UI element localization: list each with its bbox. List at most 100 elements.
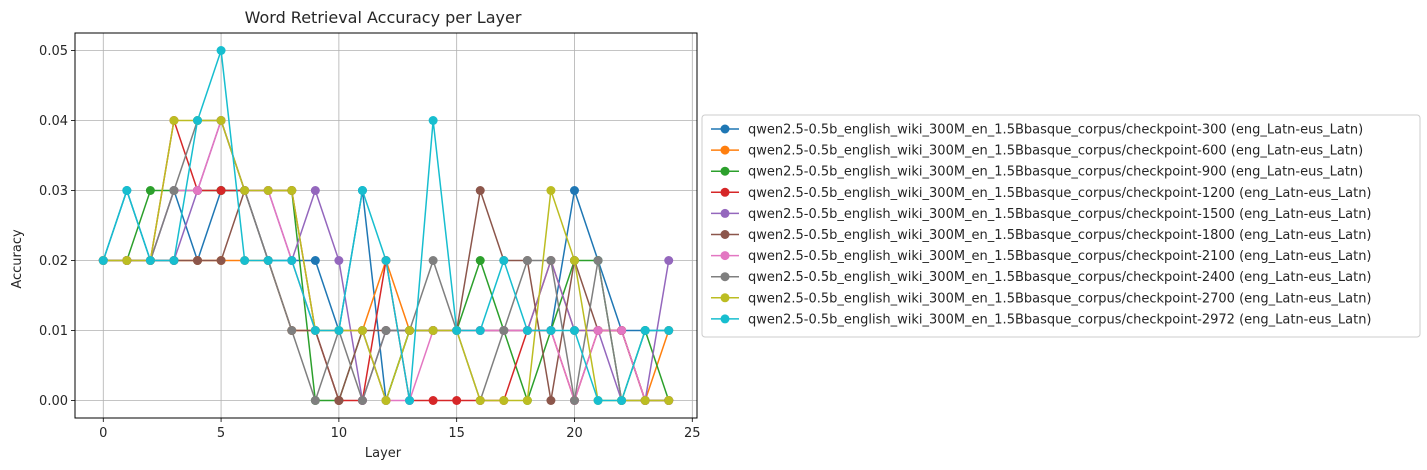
data-point (569, 326, 579, 335)
data-point (546, 396, 556, 405)
legend-entry: qwen2.5-0.5b_english_wiki_300M_en_1.5Bba… (711, 228, 1372, 243)
y-tick-label: 0.04 (39, 114, 68, 129)
legend-frame (701, 114, 1421, 338)
plot-frame (74, 32, 698, 419)
chart-title: Word Retrieval Accuracy per Layer (245, 8, 522, 27)
data-point (287, 186, 297, 195)
series-line-2 (103, 189, 670, 402)
x-tick-label: 0 (99, 426, 107, 441)
legend-label: qwen2.5-0.5b_english_wiki_300M_en_1.5Bba… (748, 186, 1372, 201)
x-tick-label: 20 (566, 426, 583, 441)
legend-label: qwen2.5-0.5b_english_wiki_300M_en_1.5Bba… (748, 144, 1363, 159)
data-point (193, 186, 203, 195)
legend: qwen2.5-0.5b_english_wiki_300M_en_1.5Bba… (701, 114, 1421, 338)
data-point (381, 326, 391, 335)
data-point (569, 256, 579, 265)
data-point (357, 326, 367, 335)
data-point (216, 116, 226, 125)
data-point (428, 116, 438, 125)
data-point (522, 396, 532, 405)
data-point (546, 186, 556, 195)
data-point (640, 396, 650, 405)
data-point (263, 256, 273, 265)
data-point (334, 326, 344, 335)
x-axis-ticks: 0 5 10 15 20 25 (99, 418, 701, 441)
legend-entry: qwen2.5-0.5b_english_wiki_300M_en_1.5Bba… (711, 270, 1372, 285)
legend-marker (720, 145, 730, 155)
data-point (263, 186, 273, 195)
data-point (452, 326, 462, 335)
data-point (475, 186, 485, 195)
data-point (310, 256, 320, 265)
data-point (593, 396, 603, 405)
data-point (310, 326, 320, 335)
data-point (664, 396, 674, 405)
data-point (475, 256, 485, 265)
legend-entry: qwen2.5-0.5b_english_wiki_300M_en_1.5Bba… (711, 207, 1372, 222)
data-point (98, 256, 108, 265)
data-point (405, 326, 415, 335)
data-point (310, 186, 320, 195)
data-point (569, 396, 579, 405)
data-point (475, 326, 485, 335)
data-point (664, 326, 674, 335)
data-point (216, 186, 226, 195)
data-point (381, 256, 391, 265)
data-point (145, 256, 155, 265)
data-point (357, 396, 367, 405)
legend-label: qwen2.5-0.5b_english_wiki_300M_en_1.5Bba… (748, 228, 1372, 243)
x-tick-label: 10 (331, 426, 348, 441)
legend-marker (720, 272, 730, 282)
data-point (617, 326, 627, 335)
legend-marker (720, 166, 730, 176)
data-point (216, 256, 226, 265)
data-point (334, 256, 344, 265)
legend-entry: qwen2.5-0.5b_english_wiki_300M_en_1.5Bba… (711, 144, 1363, 159)
data-point (546, 256, 556, 265)
data-point (169, 256, 179, 265)
y-tick-label: 0.01 (39, 324, 68, 339)
data-point (428, 326, 438, 335)
data-point (499, 256, 509, 265)
data-point (475, 396, 485, 405)
data-point (499, 326, 509, 335)
legend-entry: qwen2.5-0.5b_english_wiki_300M_en_1.5Bba… (711, 312, 1372, 327)
legend-marker (720, 124, 730, 134)
data-point (310, 396, 320, 405)
data-point (617, 396, 627, 405)
legend-entry: qwen2.5-0.5b_english_wiki_300M_en_1.5Bba… (711, 123, 1363, 138)
legend-marker (720, 187, 730, 197)
data-point (122, 256, 132, 265)
data-point (640, 326, 650, 335)
data-point (193, 256, 203, 265)
legend-label: qwen2.5-0.5b_english_wiki_300M_en_1.5Bba… (748, 165, 1363, 180)
series-line-5 (103, 189, 669, 402)
legend-marker (720, 230, 730, 239)
y-axis-label: Accuracy (10, 229, 25, 289)
data-point (357, 186, 367, 195)
y-tick-label: 0.02 (39, 254, 68, 269)
legend-label: qwen2.5-0.5b_english_wiki_300M_en_1.5Bba… (748, 312, 1372, 327)
data-point (522, 256, 532, 265)
data-point (169, 116, 179, 125)
data-point (664, 256, 674, 265)
legend-label: qwen2.5-0.5b_english_wiki_300M_en_1.5Bba… (748, 207, 1372, 222)
data-point (428, 396, 438, 405)
data-point (522, 326, 532, 335)
y-tick-label: 0.05 (39, 44, 68, 59)
series-line-0 (102, 189, 669, 402)
data-point (334, 396, 344, 405)
legend-entry: qwen2.5-0.5b_english_wiki_300M_en_1.5Bba… (711, 249, 1372, 264)
x-tick-label: 5 (217, 426, 225, 441)
legend-marker (720, 251, 730, 261)
data-point (405, 396, 415, 405)
data-point (593, 256, 603, 265)
legend-entry: qwen2.5-0.5b_english_wiki_300M_en_1.5Bba… (711, 291, 1372, 306)
series-lines (102, 49, 670, 402)
data-point (145, 186, 155, 195)
data-point (381, 396, 391, 405)
data-point (240, 186, 250, 195)
x-tick-label: 25 (684, 426, 701, 441)
legend-entry: qwen2.5-0.5b_english_wiki_300M_en_1.5Bba… (711, 186, 1372, 201)
